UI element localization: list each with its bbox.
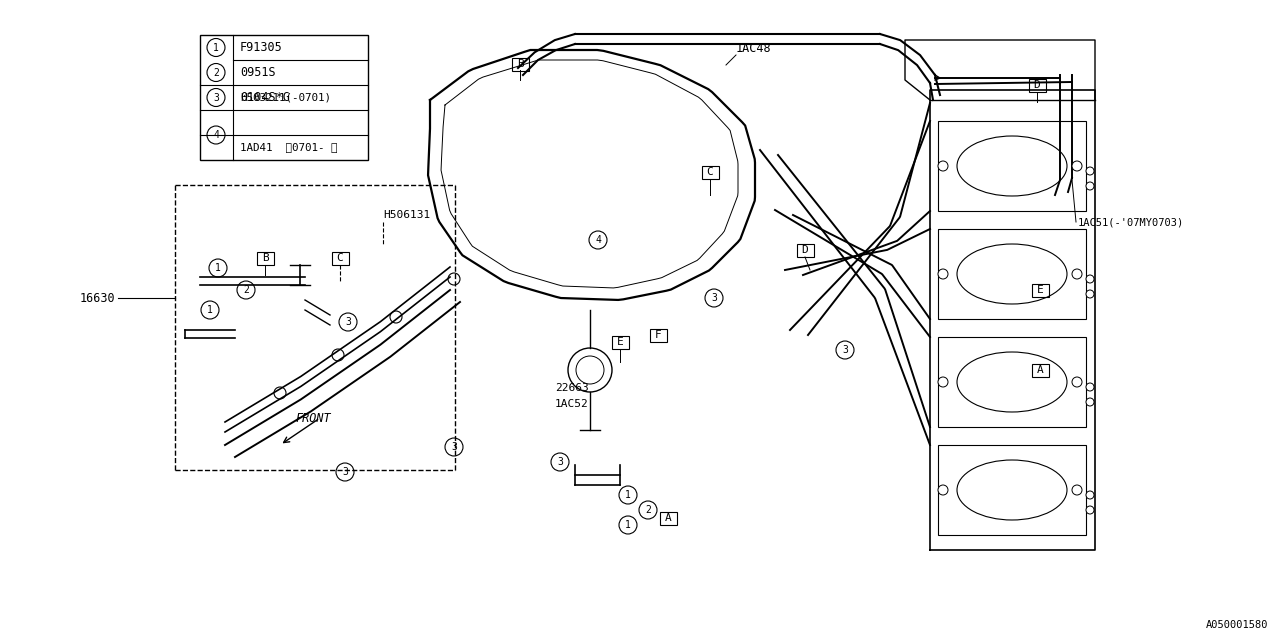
Text: 2: 2 bbox=[212, 67, 219, 77]
Text: C: C bbox=[337, 253, 343, 263]
Bar bbox=[512, 58, 529, 70]
Circle shape bbox=[1073, 485, 1082, 495]
Text: B: B bbox=[261, 253, 269, 263]
Bar bbox=[256, 252, 274, 264]
Circle shape bbox=[274, 387, 285, 399]
Bar bbox=[649, 328, 667, 342]
Circle shape bbox=[1085, 290, 1094, 298]
Bar bbox=[332, 252, 348, 264]
Text: 2: 2 bbox=[243, 285, 248, 295]
Text: A: A bbox=[664, 513, 672, 523]
Text: 1: 1 bbox=[625, 490, 631, 500]
Text: 1AC48: 1AC48 bbox=[736, 42, 772, 54]
Text: D: D bbox=[1034, 80, 1041, 90]
Text: 0951S: 0951S bbox=[241, 66, 275, 79]
Circle shape bbox=[1085, 491, 1094, 499]
Text: 1AC51(-'07MY0703): 1AC51(-'07MY0703) bbox=[1078, 217, 1184, 227]
Text: 1: 1 bbox=[207, 305, 212, 315]
Circle shape bbox=[1085, 506, 1094, 514]
Text: 22663: 22663 bbox=[556, 383, 589, 393]
Circle shape bbox=[1073, 377, 1082, 387]
Circle shape bbox=[1085, 398, 1094, 406]
Text: 3: 3 bbox=[451, 442, 457, 452]
Text: 4: 4 bbox=[595, 235, 600, 245]
Circle shape bbox=[938, 161, 948, 171]
Circle shape bbox=[1085, 182, 1094, 190]
Text: 16630: 16630 bbox=[79, 291, 115, 305]
Circle shape bbox=[390, 311, 402, 323]
Bar bbox=[612, 335, 628, 349]
Bar bbox=[938, 337, 1085, 427]
Text: 3: 3 bbox=[346, 317, 351, 327]
Text: H506131: H506131 bbox=[383, 210, 430, 220]
Text: F: F bbox=[654, 330, 662, 340]
Circle shape bbox=[448, 273, 460, 285]
Text: A050001580: A050001580 bbox=[1206, 620, 1268, 630]
Text: 3: 3 bbox=[842, 345, 847, 355]
Bar bbox=[938, 445, 1085, 535]
Text: B: B bbox=[517, 59, 524, 69]
Text: 1AC52: 1AC52 bbox=[556, 399, 589, 409]
Bar bbox=[200, 35, 369, 160]
Circle shape bbox=[1085, 275, 1094, 283]
Text: A: A bbox=[1037, 365, 1043, 375]
Circle shape bbox=[938, 377, 948, 387]
Text: 0104S*G: 0104S*G bbox=[241, 91, 289, 104]
Bar bbox=[796, 243, 814, 257]
Text: D: D bbox=[801, 245, 809, 255]
Text: H503211(-0701): H503211(-0701) bbox=[241, 93, 332, 102]
Bar bbox=[1029, 79, 1046, 92]
Bar bbox=[659, 511, 677, 525]
Text: E: E bbox=[1037, 285, 1043, 295]
Circle shape bbox=[1073, 269, 1082, 279]
Text: C: C bbox=[707, 167, 713, 177]
Bar bbox=[938, 121, 1085, 211]
Circle shape bbox=[1085, 383, 1094, 391]
Circle shape bbox=[1073, 161, 1082, 171]
Bar bbox=[938, 229, 1085, 319]
Bar bbox=[1032, 284, 1048, 296]
Text: 4: 4 bbox=[212, 130, 219, 140]
Text: 3: 3 bbox=[557, 457, 563, 467]
Bar bbox=[701, 166, 718, 179]
Text: 3: 3 bbox=[212, 93, 219, 102]
Bar bbox=[1032, 364, 1048, 376]
Text: 3: 3 bbox=[712, 293, 717, 303]
Circle shape bbox=[1085, 167, 1094, 175]
Text: 1: 1 bbox=[212, 42, 219, 52]
Text: E: E bbox=[617, 337, 623, 347]
Text: 3: 3 bbox=[342, 467, 348, 477]
Text: 2: 2 bbox=[645, 505, 652, 515]
Text: 1: 1 bbox=[625, 520, 631, 530]
Circle shape bbox=[938, 485, 948, 495]
Text: 1: 1 bbox=[215, 263, 221, 273]
Text: FRONT: FRONT bbox=[294, 412, 330, 425]
Circle shape bbox=[332, 349, 344, 361]
Circle shape bbox=[938, 269, 948, 279]
Text: 1AD41  〈0701- 〉: 1AD41 〈0701- 〉 bbox=[241, 143, 338, 152]
Text: F91305: F91305 bbox=[241, 41, 283, 54]
